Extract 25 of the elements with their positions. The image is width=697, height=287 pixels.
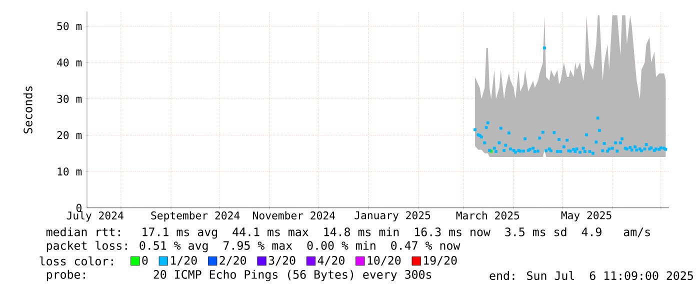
y-axis-title: Seconds <box>23 86 32 134</box>
y-tick-label: 40 m <box>57 58 82 66</box>
text: end: Sun Jul 6 11:09:00 2025 <box>490 270 693 280</box>
legend-label: 4/20 <box>318 256 344 266</box>
text: probe: 20 ICMP Echo Pings (56 Bytes) every 300s <box>46 270 432 282</box>
x-tick-label: September 2024 <box>151 211 240 222</box>
y-tick-label: 10 m <box>58 167 82 176</box>
x-tick-label: May 2025 <box>561 211 612 222</box>
x-tick-label: July 2024 <box>66 211 124 222</box>
legend-label: 10/20 <box>368 256 401 266</box>
y-tick-label: 50 m <box>57 22 82 30</box>
legend-label: 2/20 <box>220 256 246 266</box>
x-tick-label: March 2025 <box>456 211 520 220</box>
legend-label: 1/20 <box>171 256 197 266</box>
x-tick-label: January 2025 <box>354 211 430 222</box>
y-tick-label: 0 <box>76 204 82 212</box>
y-tick-label: 30 m <box>57 94 82 103</box>
y-tick-label: 20 m <box>57 131 82 140</box>
text: packet loss: 0.51 % avg 7.95 % max 0.00 % min 0.47 % now <box>46 240 460 252</box>
legend-label: 19/20 <box>424 256 457 266</box>
legend-label: 0 <box>142 256 148 265</box>
text: median rtt: 17.1 ms avg 44.1 ms max 14.8 ms min 16.3 ms now 3.5 ms sd 4.9 am/s <box>46 227 650 239</box>
legend-label: 3/20 <box>268 256 296 266</box>
x-tick-label: November 2024 <box>253 211 336 220</box>
legend-title: loss color: <box>40 256 113 266</box>
